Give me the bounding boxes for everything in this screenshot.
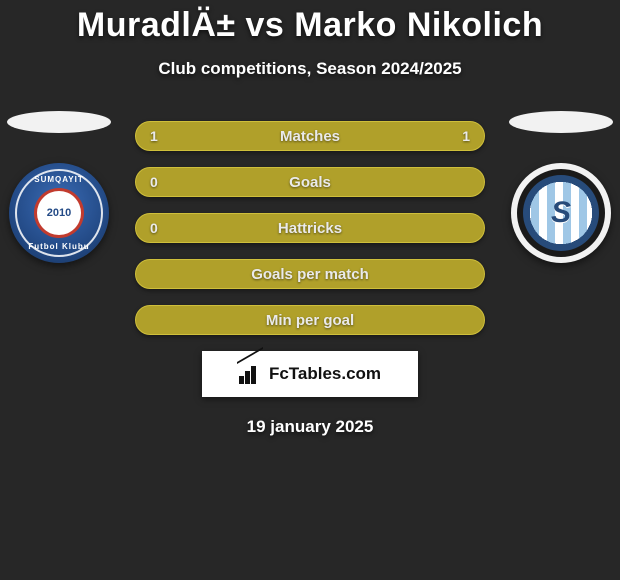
stat-row-gpm: Goals per match bbox=[135, 259, 485, 289]
stat-label: Min per goal bbox=[136, 306, 484, 334]
stat-label: Matches bbox=[136, 122, 484, 150]
stat-label: Hattricks bbox=[136, 214, 484, 242]
left-player-column: SUMQAYIT 2010 Futbol Klubu bbox=[4, 111, 114, 263]
club-badge-left-bottom: Futbol Klubu bbox=[9, 242, 109, 251]
club-badge-left-year: 2010 bbox=[47, 207, 71, 219]
brand-text: FcTables.com bbox=[269, 364, 381, 384]
club-badge-left-inner: 2010 bbox=[37, 191, 81, 235]
comparison-card: MuradlÄ± vs Marko Nikolich Club competit… bbox=[0, 0, 620, 580]
stat-pills: 1 Matches 1 0 Goals 0 Hattricks Goals pe… bbox=[135, 121, 485, 335]
stat-label: Goals per match bbox=[136, 260, 484, 288]
club-badge-right-letter-wrap: S bbox=[541, 193, 581, 233]
stat-row-hattricks: 0 Hattricks bbox=[135, 213, 485, 243]
club-badge-right: S bbox=[511, 163, 611, 263]
stat-row-goals: 0 Goals bbox=[135, 167, 485, 197]
stat-row-mpg: Min per goal bbox=[135, 305, 485, 335]
bar-chart-icon bbox=[239, 364, 263, 384]
stat-value-right: 1 bbox=[462, 122, 470, 150]
stat-label: Goals bbox=[136, 168, 484, 196]
right-player-column: S bbox=[506, 111, 616, 263]
stat-row-matches: 1 Matches 1 bbox=[135, 121, 485, 151]
page-title: MuradlÄ± vs Marko Nikolich bbox=[0, 0, 620, 45]
avatar-placeholder-left bbox=[7, 111, 111, 133]
brand-box: FcTables.com bbox=[202, 351, 418, 397]
brand-inner: FcTables.com bbox=[239, 364, 381, 384]
stats-section: SUMQAYIT 2010 Futbol Klubu S bbox=[0, 121, 620, 437]
club-badge-right-circle: S bbox=[511, 163, 611, 263]
subtitle: Club competitions, Season 2024/2025 bbox=[0, 59, 620, 79]
club-badge-left-circle: SUMQAYIT 2010 Futbol Klubu bbox=[9, 163, 109, 263]
club-badge-left-name: SUMQAYIT bbox=[9, 175, 109, 184]
club-badge-left: SUMQAYIT 2010 Futbol Klubu bbox=[9, 163, 109, 263]
club-badge-right-letter: S bbox=[551, 196, 571, 230]
avatar-placeholder-right bbox=[509, 111, 613, 133]
date-text: 19 january 2025 bbox=[0, 417, 620, 437]
